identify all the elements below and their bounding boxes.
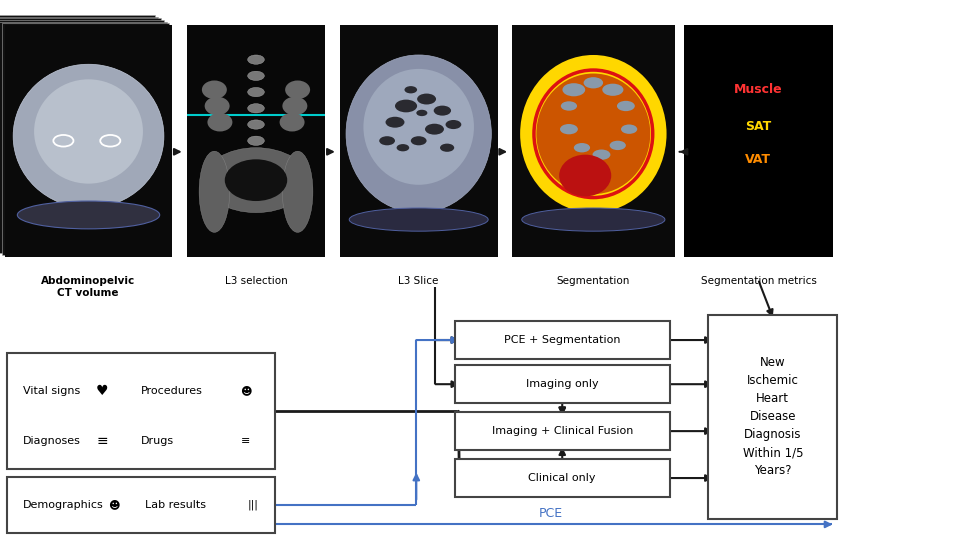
FancyBboxPatch shape: [708, 315, 837, 519]
Ellipse shape: [205, 97, 230, 115]
Ellipse shape: [346, 55, 491, 213]
Ellipse shape: [282, 151, 313, 232]
FancyBboxPatch shape: [0, 18, 161, 250]
Circle shape: [584, 77, 603, 88]
Text: Lab results: Lab results: [145, 500, 207, 510]
Ellipse shape: [248, 152, 264, 162]
FancyBboxPatch shape: [455, 459, 670, 497]
Ellipse shape: [248, 136, 264, 145]
Text: Imaging only: Imaging only: [526, 379, 598, 389]
Ellipse shape: [208, 113, 233, 131]
Ellipse shape: [248, 120, 264, 129]
Ellipse shape: [199, 151, 230, 232]
Ellipse shape: [248, 87, 264, 97]
Text: L3 Slice: L3 Slice: [398, 276, 438, 286]
Text: ≡: ≡: [241, 436, 251, 447]
Text: Abdominopelvic
CT volume: Abdominopelvic CT volume: [41, 276, 135, 298]
FancyBboxPatch shape: [2, 23, 169, 255]
Circle shape: [416, 110, 428, 116]
Text: Procedures: Procedures: [141, 386, 203, 396]
FancyBboxPatch shape: [455, 412, 670, 450]
Circle shape: [395, 99, 417, 113]
Text: |||: |||: [247, 500, 258, 511]
Ellipse shape: [204, 148, 308, 213]
Ellipse shape: [537, 73, 651, 194]
Text: New
Ischemic
Heart
Disease
Diagnosis
Within 1/5
Years?: New Ischemic Heart Disease Diagnosis Wit…: [743, 356, 803, 477]
Text: Segmentation metrics: Segmentation metrics: [701, 276, 817, 286]
Circle shape: [446, 120, 461, 129]
Text: SAT: SAT: [746, 120, 771, 134]
Ellipse shape: [559, 155, 612, 197]
Text: Demographics: Demographics: [23, 500, 103, 510]
Circle shape: [561, 102, 577, 110]
Ellipse shape: [282, 97, 307, 115]
Circle shape: [621, 125, 637, 134]
Circle shape: [434, 105, 451, 115]
Text: Drugs: Drugs: [141, 436, 174, 447]
Ellipse shape: [248, 168, 264, 178]
Text: L3 selection: L3 selection: [225, 276, 288, 286]
Circle shape: [560, 124, 578, 134]
FancyBboxPatch shape: [187, 25, 325, 257]
Circle shape: [617, 101, 634, 111]
FancyBboxPatch shape: [455, 321, 670, 359]
Text: PCE + Segmentation: PCE + Segmentation: [504, 335, 620, 345]
Text: Segmentation: Segmentation: [557, 276, 630, 286]
FancyBboxPatch shape: [0, 22, 167, 253]
Text: Muscle: Muscle: [734, 83, 783, 96]
Text: VAT: VAT: [746, 153, 771, 166]
Ellipse shape: [349, 208, 488, 231]
FancyBboxPatch shape: [5, 25, 172, 257]
Circle shape: [610, 141, 626, 150]
Text: ☻: ☻: [240, 386, 252, 396]
Text: ≡: ≡: [97, 434, 108, 448]
FancyBboxPatch shape: [7, 353, 275, 469]
FancyBboxPatch shape: [7, 477, 275, 533]
Circle shape: [405, 86, 417, 93]
Circle shape: [417, 93, 436, 104]
Ellipse shape: [202, 81, 227, 99]
Ellipse shape: [34, 79, 143, 184]
Text: Diagnoses: Diagnoses: [23, 436, 80, 447]
FancyBboxPatch shape: [0, 15, 155, 247]
FancyBboxPatch shape: [0, 17, 158, 248]
FancyBboxPatch shape: [684, 25, 833, 257]
FancyBboxPatch shape: [340, 25, 498, 257]
Ellipse shape: [285, 81, 310, 99]
Circle shape: [440, 144, 455, 152]
Circle shape: [602, 84, 623, 96]
Circle shape: [592, 150, 611, 160]
FancyBboxPatch shape: [455, 365, 670, 403]
Text: Clinical only: Clinical only: [528, 473, 596, 483]
Ellipse shape: [521, 55, 667, 213]
Circle shape: [379, 136, 395, 145]
Text: ☻: ☻: [108, 500, 120, 510]
Text: PCE: PCE: [539, 507, 564, 520]
Circle shape: [411, 136, 427, 145]
Ellipse shape: [522, 208, 665, 231]
Ellipse shape: [248, 104, 264, 113]
Ellipse shape: [364, 69, 474, 185]
Ellipse shape: [13, 64, 164, 208]
FancyBboxPatch shape: [0, 20, 164, 252]
Ellipse shape: [248, 55, 264, 64]
Text: Imaging + Clinical Fusion: Imaging + Clinical Fusion: [492, 426, 633, 436]
Text: Vital signs: Vital signs: [23, 386, 80, 396]
Ellipse shape: [17, 201, 160, 229]
Circle shape: [396, 144, 410, 151]
Ellipse shape: [225, 160, 287, 201]
Ellipse shape: [279, 113, 304, 131]
Circle shape: [386, 117, 405, 128]
Text: ♥: ♥: [96, 384, 109, 398]
Circle shape: [425, 124, 444, 135]
FancyBboxPatch shape: [512, 25, 675, 257]
Circle shape: [563, 83, 586, 96]
Ellipse shape: [248, 71, 264, 81]
Circle shape: [574, 143, 590, 152]
